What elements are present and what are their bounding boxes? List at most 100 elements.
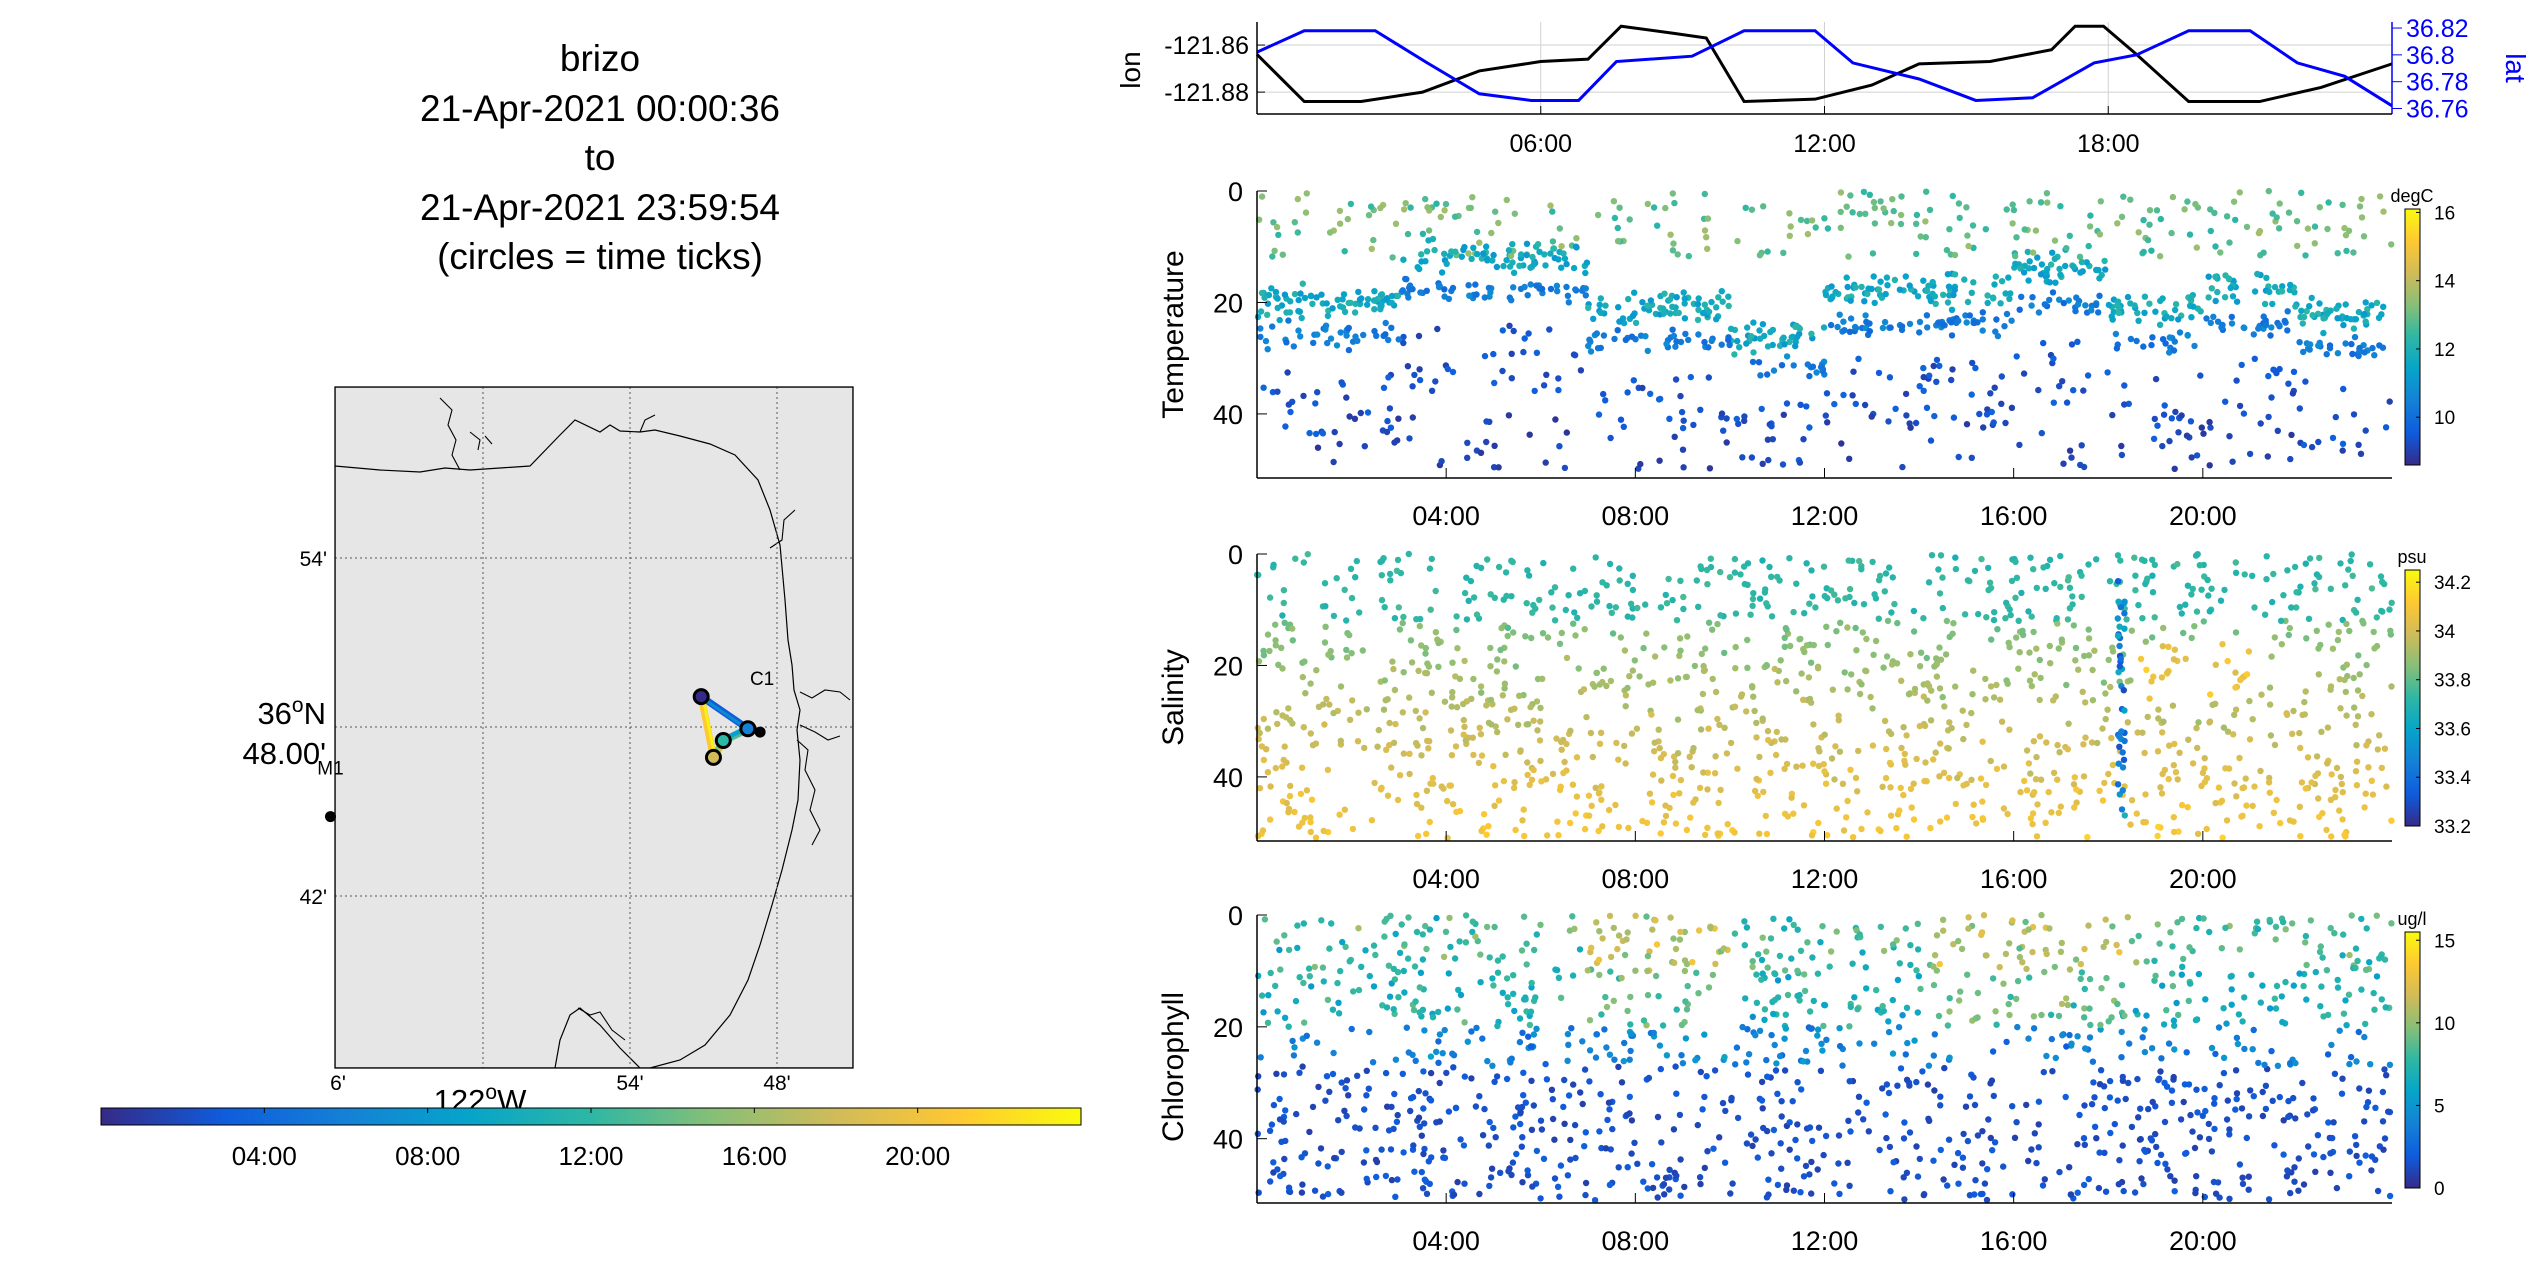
salinity-point (1544, 832, 1551, 839)
station-label: M1 (317, 759, 343, 780)
temperature-point (1661, 290, 1668, 297)
salinity-point (2023, 747, 2031, 754)
temperature-point (2016, 441, 2023, 449)
chlorophyll-point (2030, 1013, 2038, 1020)
chlorophyll-point (2124, 914, 2131, 921)
temperature-point (2355, 308, 2363, 316)
salinity-point (1886, 759, 1894, 767)
salinity-point (1490, 763, 1497, 770)
temperature-point (1508, 297, 1515, 304)
salinity-point (2159, 643, 2166, 650)
salinity-point (1432, 587, 1439, 595)
salinity-point (1806, 600, 1813, 607)
chlorophyll-point (2266, 916, 2273, 924)
salinity-point (1985, 586, 1992, 594)
salinity-point (1326, 701, 1333, 708)
chlorophyll-point (1315, 1160, 1322, 1167)
chlorophyll-point (1472, 933, 1479, 940)
salinity-point (1698, 650, 1706, 658)
salinity-point (1977, 775, 1985, 782)
temperature-point (1582, 292, 1590, 299)
temperature-point (2255, 229, 2263, 237)
chlorophyll-point (1481, 1105, 1488, 1113)
temperature-point (2229, 458, 2236, 465)
salinity-point (1858, 566, 1865, 573)
salinity-point (1263, 746, 1270, 753)
temperature-point (1990, 419, 1997, 426)
temperature-point (2002, 419, 2009, 427)
salinity-point (1495, 797, 1503, 804)
salinity-x-tick-label: 16:00 (1980, 864, 2048, 894)
chlorophyll-point (2014, 977, 2022, 985)
chlorophyll-point (2388, 920, 2395, 927)
temperature-point (2016, 306, 2023, 313)
salinity-point (1933, 655, 1940, 662)
chlorophyll-point (1770, 915, 1777, 922)
salinity-point (1509, 558, 1516, 566)
chlorophyll-point (2291, 1178, 2298, 1185)
chlorophyll-point (2023, 1101, 2030, 1109)
chlorophyll-point (2266, 1005, 2274, 1012)
chlorophyll-point (1807, 1025, 1815, 1032)
salinity-point (1743, 708, 1750, 715)
salinity-point (2089, 697, 2097, 704)
temperature-point (1673, 294, 1680, 301)
temperature-point (1364, 301, 1371, 308)
temperature-point (1294, 195, 1302, 203)
temperature-point (1889, 196, 1896, 203)
salinity-point (1717, 786, 1724, 794)
chlorophyll-point (2139, 1034, 2146, 1041)
salinity-point (2124, 719, 2131, 726)
salinity-point (1622, 692, 1630, 699)
chlorophyll-point (2340, 1010, 2348, 1017)
salinity-point (1449, 689, 1456, 696)
temperature-point (2351, 333, 2359, 341)
chlorophyll-point (1597, 1091, 1604, 1098)
temperature-point (2308, 443, 2316, 451)
temperature-point (2388, 241, 2395, 248)
chlorophyll-point (1522, 1099, 1530, 1106)
salinity-point (2137, 655, 2145, 663)
chlorophyll-point (1817, 1067, 1825, 1075)
track-time-tick (704, 748, 722, 766)
salinity-point (1699, 690, 1707, 698)
temperature-point (1804, 361, 1812, 368)
salinity-point (2232, 569, 2240, 576)
temperature-point (2028, 302, 2035, 309)
salinity-point (1460, 700, 1467, 708)
salinity-point (1751, 787, 1759, 795)
chlorophyll-point (1749, 958, 1756, 965)
salinity-point (2114, 615, 2121, 622)
temperature-point (1274, 304, 1281, 312)
salinity-point (1810, 760, 1817, 767)
temperature-point (1432, 378, 1439, 385)
temperature-point (1543, 371, 1550, 378)
temperature-point (2050, 355, 2057, 362)
salinity-point (2131, 554, 2138, 561)
chlorophyll-point (1513, 1150, 1520, 1158)
chlorophyll-point (2067, 1191, 2075, 1198)
temperature-point (1748, 206, 1756, 213)
chlorophyll-point (1606, 912, 1614, 920)
temperature-point (1923, 287, 1931, 294)
temperature-point (1669, 303, 1676, 310)
salinity-point (2072, 657, 2079, 664)
chlorophyll-point (2191, 1144, 2199, 1152)
chlorophyll-point (1809, 1137, 1816, 1145)
chlorophyll-point (1939, 916, 1947, 923)
temperature-point (2157, 297, 2164, 305)
chlorophyll-point (2228, 1001, 2235, 1008)
temperature-point (1991, 281, 1998, 288)
chlorophyll-point (1644, 967, 1651, 975)
salinity-point (2201, 755, 2208, 762)
temperature-point (1756, 327, 1763, 334)
chlorophyll-point (2167, 1173, 2174, 1180)
chlorophyll-point (2241, 1045, 2248, 1053)
salinity-point (1465, 597, 1472, 604)
temperature-point (2118, 451, 2126, 459)
temperature-point (1950, 414, 1958, 421)
salinity-point (2188, 591, 2195, 598)
temperature-point (2127, 335, 2135, 343)
temperature-point (1821, 215, 1828, 222)
temperature-point (1871, 204, 1879, 212)
